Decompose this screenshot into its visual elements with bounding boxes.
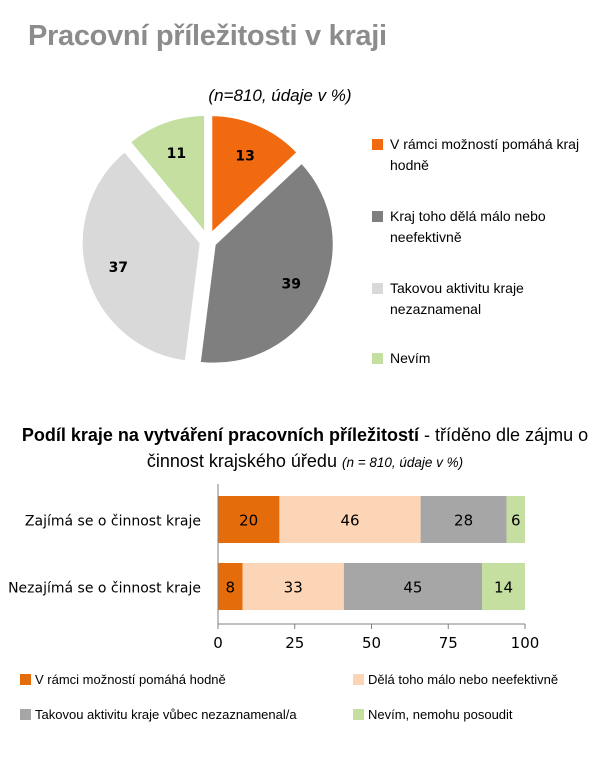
bar-legend-swatch [20, 674, 31, 685]
pie-legend-label: Kraj toho dělá málo nebo neefektivně [390, 208, 546, 245]
pie-legend-swatch [372, 353, 383, 364]
pie-legend-label: Takovou aktivitu kraje nezaznamenal [390, 280, 524, 317]
bar-value-label: 6 [511, 512, 521, 530]
pie-slice [197, 159, 336, 366]
pie-legend-swatch [372, 139, 383, 150]
pie-slice-label: 37 [109, 260, 128, 276]
pie-legend-item: Kraj toho dělá málo nebo neefektivně [372, 206, 602, 248]
x-tick-label: 0 [213, 634, 223, 652]
bar-value-label: 28 [454, 512, 473, 530]
x-tick-label: 100 [511, 634, 540, 652]
bar-segment [343, 563, 483, 610]
bar-legend-swatch [20, 709, 31, 720]
bar-segment [279, 496, 421, 543]
bar-segment [506, 496, 525, 543]
bar-value-label: 45 [403, 579, 422, 597]
bar-value-label: 33 [284, 579, 303, 597]
bar-title-bold: Podíl kraje na vytváření pracovních příl… [21, 425, 420, 445]
bar-legend-swatch [353, 674, 364, 685]
pie-slice [79, 148, 203, 364]
pie-slice-label: 11 [167, 146, 186, 162]
bar-legend-item: Nevím, nemohu posoudit [353, 707, 513, 723]
bar-value-label: 14 [494, 579, 513, 597]
pie-slice-label: 39 [281, 276, 300, 292]
pie-slice-label: 13 [235, 148, 254, 164]
x-tick-label: 75 [439, 634, 458, 652]
pie-legend-item: Nevím [372, 348, 602, 369]
bar-legend-item: V rámci možností pomáhá hodně [20, 672, 226, 688]
bar-legend-item: Dělá toho málo nebo neefektivně [353, 672, 558, 688]
pie-slice [209, 113, 301, 239]
bar-value-label: 8 [226, 579, 236, 597]
pie-subtitle: (n=810, údaje v %) [208, 86, 352, 105]
bar-segment [242, 563, 344, 610]
bar-legend-label: V rámci možností pomáhá hodně [35, 672, 226, 687]
bar-legend-swatch [353, 709, 364, 720]
bar-value-label: 20 [239, 512, 258, 530]
page-title: Pracovní příležitosti v kraji [28, 20, 387, 52]
bar-legend: V rámci možností pomáhá hodně Dělá toho … [20, 672, 600, 732]
pie-chart: 13 39 37 11 [79, 112, 336, 366]
pie-slice [127, 112, 208, 239]
bar-segment [420, 496, 507, 543]
bar-value-label: 46 [340, 512, 359, 530]
x-tick-label: 50 [362, 634, 381, 652]
pie-legend-item: Takovou aktivitu kraje nezaznamenal [372, 278, 602, 320]
bar-legend-label: Nevím, nemohu posoudit [368, 707, 513, 722]
bar-legend-label: Dělá toho málo nebo neefektivně [368, 672, 559, 687]
pie-legend-swatch [372, 211, 383, 222]
bar-title-rest: - tříděno dle zájmu o činnost krajského … [146, 425, 589, 471]
pie-legend-label: V rámci možností pomáhá kraj hodně [390, 136, 580, 173]
bar-category-label: Nezajímá se o činnost kraje [8, 581, 201, 597]
x-tick-label: 25 [285, 634, 304, 652]
pie-legend-item: V rámci možností pomáhá kraj hodně [372, 134, 602, 176]
bar-title-note: (n = 810, údaje v %) [341, 455, 464, 470]
bar-segment [482, 563, 525, 610]
bar-category-label: Zajímá se o činnost kraje [25, 514, 201, 530]
bar-segment [218, 496, 280, 543]
bar-legend-label: Takovou aktivitu kraje vůbec nezaznamena… [35, 707, 297, 722]
pie-legend-swatch [372, 283, 383, 294]
bar-legend-item: Takovou aktivitu kraje vůbec nezaznamena… [20, 707, 297, 723]
bar-chart-title: Podíl kraje na vytváření pracovních příl… [20, 422, 590, 476]
pie-legend-label: Nevím [390, 350, 431, 366]
bar-segment [218, 563, 243, 610]
